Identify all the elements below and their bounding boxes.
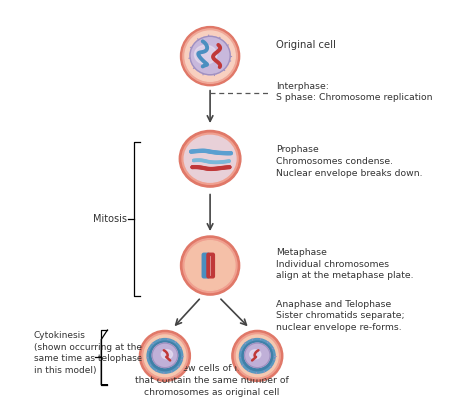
Ellipse shape bbox=[179, 131, 241, 187]
Ellipse shape bbox=[183, 29, 237, 83]
Text: Mitosis: Mitosis bbox=[93, 214, 127, 224]
Ellipse shape bbox=[190, 36, 230, 75]
Ellipse shape bbox=[245, 343, 270, 368]
Ellipse shape bbox=[250, 350, 261, 359]
Ellipse shape bbox=[194, 45, 217, 64]
Text: Prophase
Chromosomes condense.
Nuclear envelope breaks down.: Prophase Chromosomes condense. Nuclear e… bbox=[276, 145, 422, 178]
Ellipse shape bbox=[239, 339, 275, 373]
Ellipse shape bbox=[161, 350, 173, 359]
Ellipse shape bbox=[185, 31, 235, 81]
Ellipse shape bbox=[182, 133, 238, 184]
Ellipse shape bbox=[144, 335, 186, 377]
Ellipse shape bbox=[184, 136, 236, 182]
Text: Interphase:
S phase: Chromosome replication: Interphase: S phase: Chromosome replicat… bbox=[276, 82, 432, 103]
Ellipse shape bbox=[237, 335, 278, 377]
Ellipse shape bbox=[181, 236, 240, 295]
Ellipse shape bbox=[150, 341, 180, 371]
Text: Cytokinesis
(shown occurring at the
same time as telophase
in this model): Cytokinesis (shown occurring at the same… bbox=[34, 331, 142, 375]
Ellipse shape bbox=[183, 239, 237, 293]
Text: Original cell: Original cell bbox=[276, 40, 336, 50]
Ellipse shape bbox=[147, 339, 183, 373]
Ellipse shape bbox=[185, 241, 235, 290]
Ellipse shape bbox=[152, 343, 178, 368]
Ellipse shape bbox=[139, 330, 191, 382]
Text: Anaphase and Telophase
Sister chromatids separate;
nuclear envelope re-forms.: Anaphase and Telophase Sister chromatids… bbox=[276, 300, 404, 332]
Text: Two new cells of mitosis
that contain the same number of
chromosomes as original: Two new cells of mitosis that contain th… bbox=[135, 364, 289, 397]
Ellipse shape bbox=[235, 333, 280, 379]
Ellipse shape bbox=[181, 26, 240, 86]
Ellipse shape bbox=[232, 330, 283, 382]
Text: Metaphase
Individual chromosomes
align at the metaphase plate.: Metaphase Individual chromosomes align a… bbox=[276, 248, 413, 281]
Ellipse shape bbox=[142, 333, 188, 379]
FancyBboxPatch shape bbox=[207, 253, 214, 278]
FancyBboxPatch shape bbox=[202, 253, 210, 278]
Ellipse shape bbox=[242, 341, 273, 371]
